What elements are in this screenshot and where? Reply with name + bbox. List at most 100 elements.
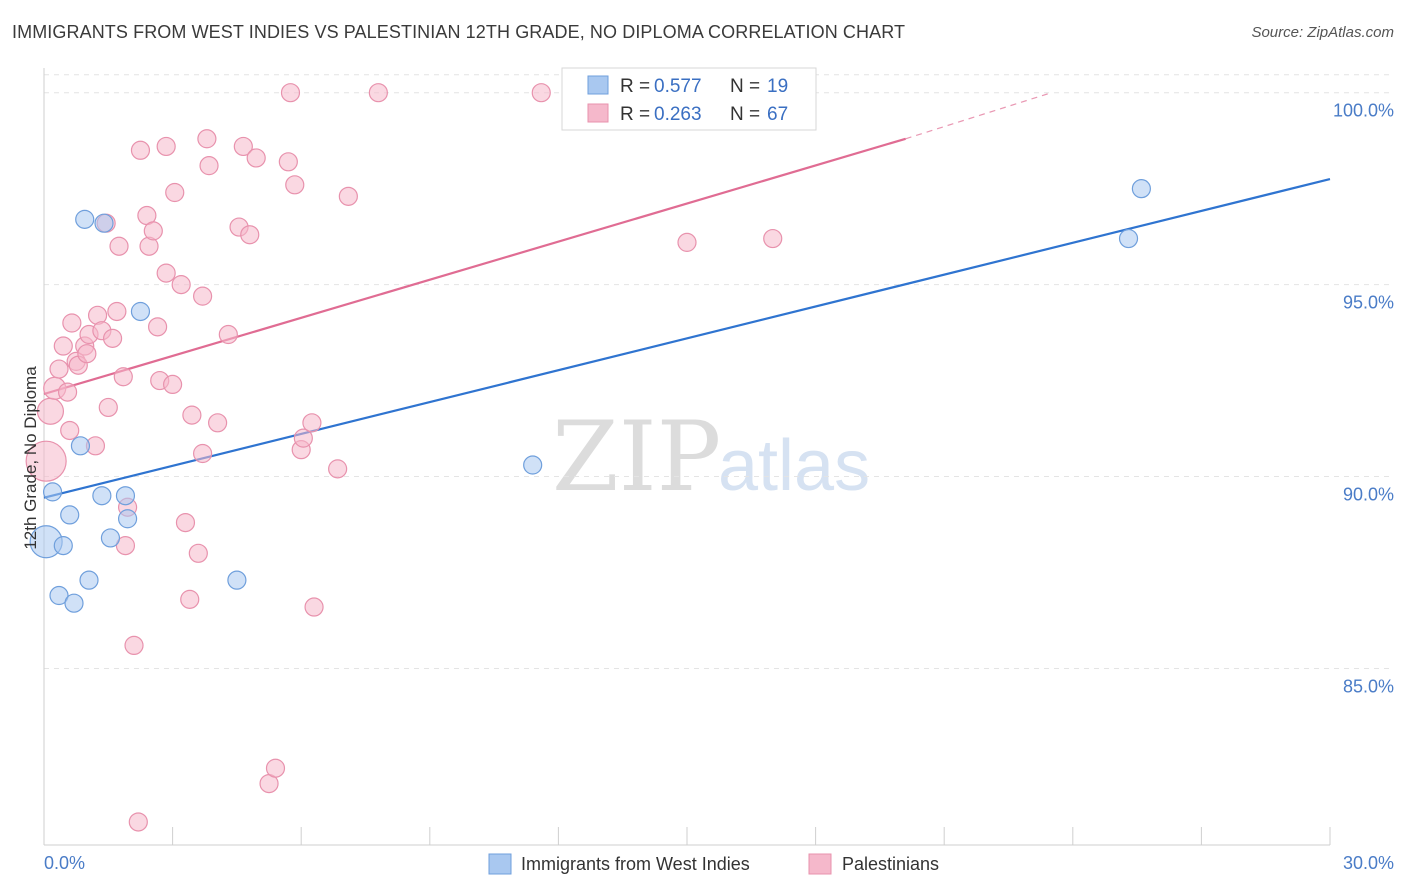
- point-palestinians: [293, 428, 313, 448]
- point-palestinians: [763, 228, 783, 249]
- watermark-atlas: atlas: [718, 426, 870, 506]
- point-palestinians: [163, 374, 183, 395]
- point-palestinians: [199, 156, 219, 176]
- point-palestinians: [240, 225, 260, 245]
- point-palestinians: [175, 512, 196, 533]
- point-palestinians: [147, 317, 168, 337]
- point-west-indies: [1118, 228, 1139, 249]
- point-palestinians: [218, 324, 238, 345]
- point-palestinians: [193, 443, 213, 464]
- legend-r-value-2: 0.263: [654, 104, 702, 125]
- trend-line-west-indies: [43, 177, 1331, 499]
- point-west-indies: [64, 593, 84, 613]
- point-palestinians: [180, 589, 200, 609]
- point-west-indies: [117, 509, 138, 529]
- point-palestinians: [265, 758, 286, 778]
- y-axis-title: 12th Grade, No Diploma: [21, 366, 40, 550]
- point-palestinians: [302, 413, 322, 433]
- y-tick-label: 90.0%: [1343, 485, 1394, 505]
- trend-line-palestinians-extension: [905, 92, 1052, 140]
- bottom-legend-swatch-pink: [808, 853, 832, 875]
- point-palestinians: [130, 140, 151, 160]
- legend-r-label-1: R =: [620, 76, 650, 97]
- point-palestinians: [143, 221, 163, 241]
- point-palestinians: [208, 413, 228, 433]
- point-west-indies: [100, 528, 121, 548]
- legend-n-label-2: N =: [730, 104, 760, 125]
- point-west-indies: [53, 536, 73, 556]
- x-tick-label-max: 30.0%: [1343, 853, 1394, 873]
- inset-legend: R = 0.577 N = 19 R = 0.263 N = 67: [561, 67, 817, 131]
- point-palestinians: [102, 328, 123, 348]
- bottom-legend-label-2: Palestinians: [842, 854, 939, 874]
- data-points: [25, 83, 1151, 832]
- point-palestinians: [107, 301, 127, 322]
- point-palestinians: [115, 536, 136, 556]
- point-palestinians: [53, 336, 73, 356]
- point-palestinians: [188, 543, 208, 563]
- point-palestinians: [278, 152, 298, 172]
- point-palestinians: [182, 405, 202, 425]
- point-palestinians: [98, 397, 118, 418]
- y-tick-label: 100.0%: [1333, 101, 1394, 121]
- point-palestinians: [49, 359, 69, 379]
- source-label: Source: ZipAtlas.com: [1251, 24, 1394, 41]
- point-palestinians: [246, 148, 266, 168]
- point-palestinians: [57, 382, 78, 402]
- point-west-indies: [94, 213, 114, 233]
- point-palestinians: [328, 459, 348, 479]
- point-palestinians: [368, 83, 388, 103]
- point-west-indies: [70, 436, 91, 456]
- legend-r-value-1: 0.577: [654, 76, 702, 97]
- point-palestinians: [171, 275, 191, 295]
- point-palestinians: [193, 286, 213, 306]
- legend-swatch-blue: [587, 75, 609, 95]
- chart-title: IMMIGRANTS FROM WEST INDIES VS PALESTINI…: [12, 22, 906, 42]
- point-palestinians: [62, 313, 82, 333]
- legend-r-label-2: R =: [620, 104, 650, 125]
- point-palestinians: [165, 182, 185, 203]
- point-palestinians: [338, 186, 358, 206]
- point-west-indies: [523, 455, 543, 475]
- point-palestinians: [124, 635, 144, 656]
- point-palestinians: [113, 367, 133, 387]
- legend-swatch-pink: [587, 103, 609, 123]
- point-west-indies: [130, 301, 151, 322]
- bottom-legend-label-1: Immigrants from West Indies: [521, 854, 750, 874]
- point-west-indies: [1131, 179, 1151, 199]
- point-west-indies: [75, 209, 95, 229]
- bottom-legend-swatch-blue: [488, 853, 512, 875]
- point-west-indies: [49, 585, 69, 606]
- point-palestinians: [25, 440, 67, 482]
- point-palestinians: [280, 83, 301, 103]
- point-palestinians: [677, 232, 697, 252]
- point-palestinians: [36, 397, 65, 425]
- point-palestinians: [197, 129, 217, 149]
- point-palestinians: [128, 812, 148, 832]
- point-palestinians: [156, 263, 176, 283]
- watermark-zip: ZIP: [552, 401, 721, 513]
- y-tick-labels: 85.0% 90.0% 95.0% 100.0%: [1333, 101, 1394, 697]
- point-west-indies: [227, 570, 247, 590]
- point-palestinians: [304, 597, 324, 617]
- point-palestinians: [233, 136, 253, 157]
- point-palestinians: [285, 175, 305, 195]
- trend-line-palestinians: [43, 137, 906, 396]
- point-palestinians: [109, 236, 129, 256]
- bottom-legend: Immigrants from West Indies Palestinians: [488, 853, 939, 875]
- point-west-indies: [115, 486, 136, 506]
- y-tick-label: 95.0%: [1343, 293, 1394, 313]
- legend-n-value-1: 19: [767, 76, 788, 97]
- point-west-indies: [60, 505, 80, 525]
- point-palestinians: [531, 83, 551, 103]
- legend-n-label-1: N =: [730, 76, 760, 97]
- legend-n-value-2: 67: [767, 104, 788, 125]
- point-west-indies: [42, 482, 63, 502]
- point-west-indies: [92, 486, 112, 506]
- point-palestinians: [156, 136, 176, 157]
- grid-lines: [44, 74, 1394, 669]
- point-palestinians: [60, 420, 80, 441]
- point-palestinians: [77, 344, 97, 364]
- point-west-indies: [79, 570, 99, 590]
